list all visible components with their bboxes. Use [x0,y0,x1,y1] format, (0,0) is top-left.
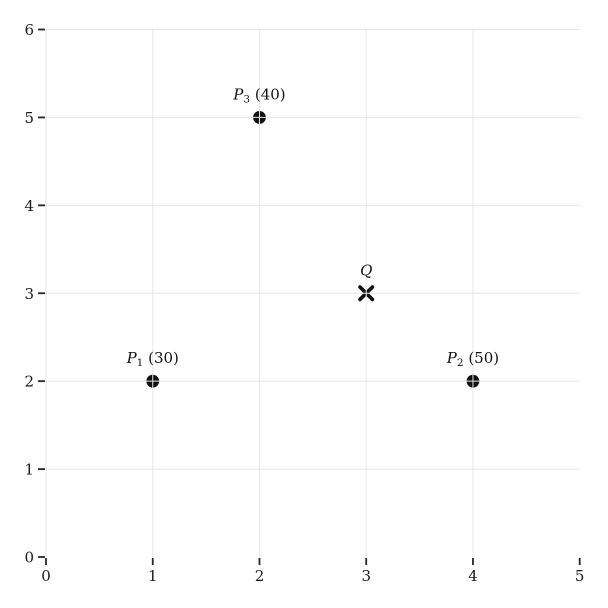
y-tick-label: 6 [24,21,34,39]
x-tick-label: 1 [148,567,158,585]
grid-layer [45,29,580,557]
annotations-layer: P1 (30) P2 (50) P3 (40) Q [126,85,500,369]
x-tick-label: 5 [575,567,585,585]
axes-layer: 0 1 2 3 4 5 0 1 2 3 4 5 6 [24,21,584,585]
point-label-Q: Q [360,261,372,279]
markers-layer [146,111,480,388]
point-label-P3: P3 (40) [232,85,285,105]
y-tick-label: 0 [24,549,34,567]
y-tick-label: 5 [24,109,34,127]
y-tick-label: 2 [24,373,34,391]
y-tick-label: 3 [24,285,34,303]
point-label-P1: P1 (30) [126,349,179,369]
x-tick-label: 0 [41,567,51,585]
x-tick-label: 3 [361,567,371,585]
y-tick-label: 1 [24,461,34,479]
x-tick-label: 2 [255,567,265,585]
point-label-P2: P2 (50) [446,349,499,369]
y-tick-label: 4 [24,197,34,215]
x-tick-label: 4 [468,567,478,585]
